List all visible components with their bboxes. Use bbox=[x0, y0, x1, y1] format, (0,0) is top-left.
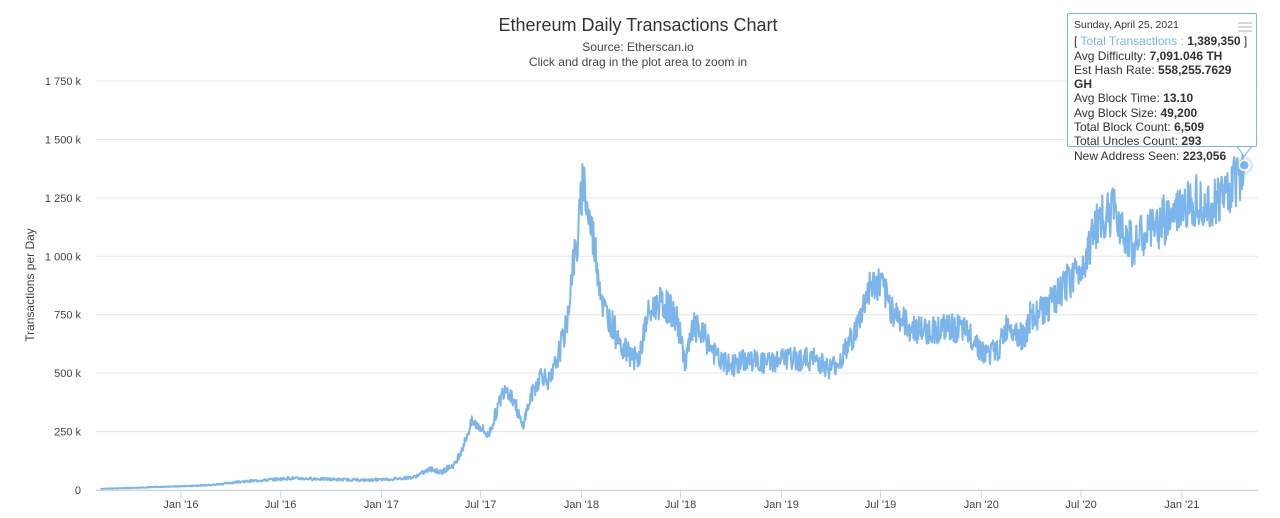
tooltip-value: 6,509 bbox=[1174, 120, 1205, 135]
tooltip-value: 558,255.7629 GH bbox=[1074, 62, 1232, 92]
y-axis-label: Transactions per Day bbox=[23, 228, 37, 342]
tooltip-row-block-time: Avg Block Time: 13.10 bbox=[1074, 91, 1250, 105]
tooltip-label: Avg Difficulty: bbox=[1074, 48, 1147, 63]
zoom-hint: Click and drag in the plot area to zoom … bbox=[529, 55, 747, 69]
tooltip-label: Total Block Count: bbox=[1074, 120, 1171, 135]
tooltip-row-block-size: Avg Block Size: 49,200 bbox=[1074, 106, 1250, 120]
x-tick-label: Jan '20 bbox=[964, 499, 999, 511]
tooltip-label: Total Transactions : bbox=[1080, 34, 1184, 49]
chart-title: Ethereum Daily Transactions Chart bbox=[498, 15, 777, 35]
y-tick-label: 1 750 k bbox=[45, 76, 82, 88]
hover-marker[interactable] bbox=[1238, 159, 1251, 172]
y-tick-label: 1 250 k bbox=[45, 193, 82, 205]
series-line-total-transactions[interactable] bbox=[100, 153, 1246, 490]
tooltip-row-block-count: Total Block Count: 6,509 bbox=[1074, 120, 1250, 134]
x-tick-label: Jul '19 bbox=[865, 499, 896, 511]
tooltip-value: 293 bbox=[1181, 134, 1202, 149]
y-tick-label: 0 bbox=[75, 485, 81, 497]
y-tick-label: 1 500 k bbox=[45, 134, 82, 146]
tooltip-row-total-transactions: [ Total Transactions : 1,389,350 ] bbox=[1074, 34, 1248, 49]
x-tick-label: Jan '21 bbox=[1164, 499, 1199, 511]
tooltip-value: 1,389,350 bbox=[1187, 34, 1241, 49]
tooltip-row-uncles-count: Total Uncles Count: 293 bbox=[1074, 134, 1250, 148]
tooltip-value: 13.10 bbox=[1163, 91, 1194, 106]
tooltip: Sunday, April 25, 2021 [ Total Transacti… bbox=[1067, 13, 1257, 163]
tooltip-value: 223,056 bbox=[1182, 148, 1227, 163]
tooltip-label: Avg Block Size: bbox=[1074, 105, 1158, 120]
tooltip-label: Est Hash Rate: bbox=[1074, 62, 1155, 77]
y-tick-label: 1 000 k bbox=[45, 251, 82, 263]
y-tick-label: 250 k bbox=[54, 427, 81, 439]
tooltip-row-avg-difficulty: Avg Difficulty: 7,091.046 TH bbox=[1074, 49, 1250, 63]
x-tick-label: Jul '17 bbox=[465, 499, 496, 511]
tooltip-row-new-address: New Address Seen: 223,056 bbox=[1074, 149, 1250, 163]
tooltip-value: 49,200 bbox=[1160, 105, 1198, 120]
x-tick-label: Jan '17 bbox=[364, 499, 399, 511]
tooltip-label: New Address Seen: bbox=[1074, 148, 1180, 163]
y-tick-label: 750 k bbox=[54, 310, 81, 322]
y-tick-label: 500 k bbox=[54, 368, 81, 380]
tooltip-row-hash-rate: Est Hash Rate: 558,255.7629 GH bbox=[1074, 63, 1250, 92]
x-tick-label: Jan '16 bbox=[163, 499, 198, 511]
tooltip-date: Sunday, April 25, 2021 bbox=[1074, 19, 1179, 31]
x-tick-label: Jan '18 bbox=[564, 499, 599, 511]
tooltip-label: Avg Block Time: bbox=[1074, 91, 1160, 106]
chart-subtitle: Source: Etherscan.io bbox=[582, 40, 694, 54]
x-tick-label: Jan '19 bbox=[764, 499, 799, 511]
hamburger-menu-icon[interactable] bbox=[1238, 22, 1252, 32]
tooltip-value: 7,091.046 TH bbox=[1149, 48, 1223, 63]
x-tick-label: Jul '20 bbox=[1065, 499, 1096, 511]
x-tick-label: Jul '16 bbox=[265, 499, 296, 511]
tooltip-pointer bbox=[1236, 146, 1252, 158]
y-axis-ticks: 0 250 k 500 k 750 k 1 000 k 1 250 k 1 500 k 1 7… bbox=[45, 76, 82, 497]
series-layer[interactable] bbox=[100, 146, 1254, 490]
tooltip-label: Total Uncles Count: bbox=[1074, 134, 1179, 149]
x-tick-label: Jul '18 bbox=[665, 499, 696, 511]
x-axis-ticks: Jan '16 Jul '16 Jan '17 Jul '17 Jan '18 Jul '… bbox=[96, 490, 1258, 511]
